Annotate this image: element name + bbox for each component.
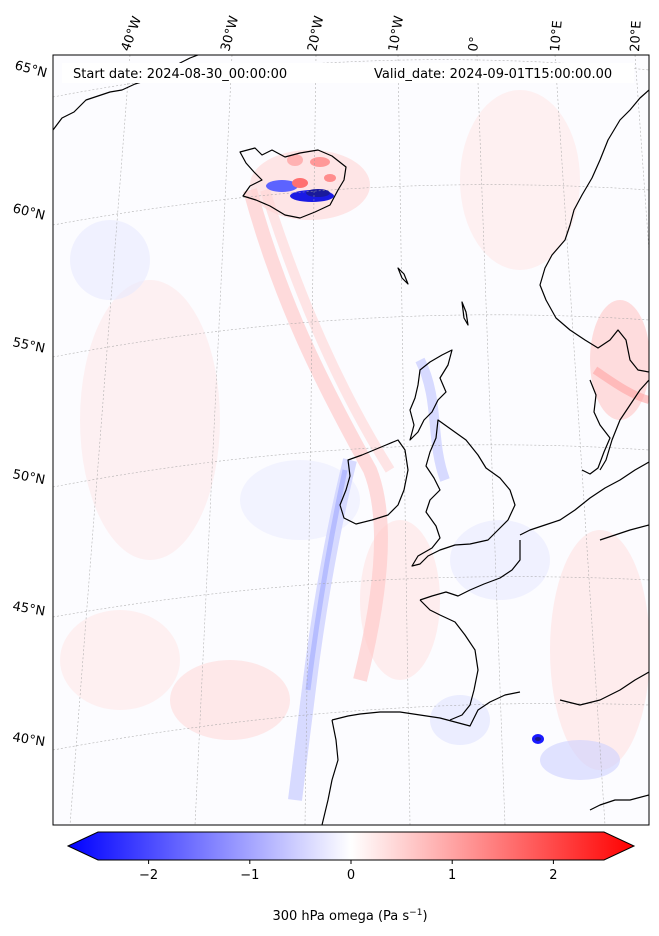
lon-label: 0°	[466, 36, 483, 53]
shetland	[461, 301, 469, 326]
lon-labels: 40°W 30°W 20°W 10°W 0° 10°E 20°E	[119, 14, 645, 53]
denmark-coast	[581, 379, 611, 475]
lat-label: 50°N	[11, 467, 46, 488]
med-coast	[559, 671, 649, 811]
map-frame	[52, 54, 650, 826]
lon-label: 20°W	[305, 14, 327, 52]
lat-label: 40°N	[11, 730, 46, 750]
lon-label: 10°W	[386, 15, 407, 53]
colorbar-label: 300 hPa omega (Pa s−1)	[272, 908, 427, 924]
title-strip	[62, 63, 634, 83]
continent-coast	[519, 461, 649, 536]
map-panel: Start date: 2024-08-30_00:00:00 Valid_da…	[11, 14, 650, 826]
lat-labels: 65°N 60°N 55°N 50°N 45°N 40°N	[11, 58, 48, 750]
lat-label: 60°N	[11, 201, 46, 223]
lat-label: 55°N	[11, 335, 46, 356]
colorbar-tick-label: 2	[549, 868, 557, 883]
colorbar-tick-label: 1	[448, 868, 456, 883]
valid-date-title: Valid_date: 2024-09-01T15:00:00.00	[374, 67, 612, 82]
lon-label: 40°W	[119, 14, 145, 53]
lat-label: 65°N	[13, 58, 49, 81]
iceland-coast	[239, 147, 347, 219]
france-coast	[419, 540, 521, 721]
scotland-coast	[409, 349, 453, 441]
lon-label: 10°E	[548, 20, 566, 52]
colorbar-ticks: −2 −1 0 1 2	[139, 860, 558, 883]
lon-label: 30°W	[218, 14, 242, 53]
colorbar-tick-label: 0	[347, 868, 355, 883]
coastlines	[53, 55, 649, 825]
colorbar-label-end: )	[422, 909, 427, 924]
colorbar-label-sup: −1	[409, 908, 422, 918]
colorbar: −2 −1 0 1 2 300 hPa omega (Pa s−1)	[66, 831, 636, 924]
england-coast	[411, 419, 516, 567]
baltic-coast	[599, 524, 649, 541]
start-date-title: Start date: 2024-08-30_00:00:00	[73, 67, 287, 82]
iberia-coast	[321, 691, 521, 825]
colorbar-label-main: 300 hPa omega (Pa s	[272, 909, 409, 924]
omega-field	[60, 90, 649, 801]
ireland-coast	[339, 439, 409, 525]
colorbar-tick-label: −1	[240, 868, 259, 883]
colorbar-body	[66, 831, 636, 861]
lat-label: 45°N	[11, 599, 46, 619]
norway-coast	[539, 89, 649, 373]
colorbar-tick-label: −2	[139, 868, 158, 883]
lon-label: 20°E	[628, 20, 645, 52]
sweden-coast	[599, 379, 649, 471]
faroe	[397, 267, 409, 285]
